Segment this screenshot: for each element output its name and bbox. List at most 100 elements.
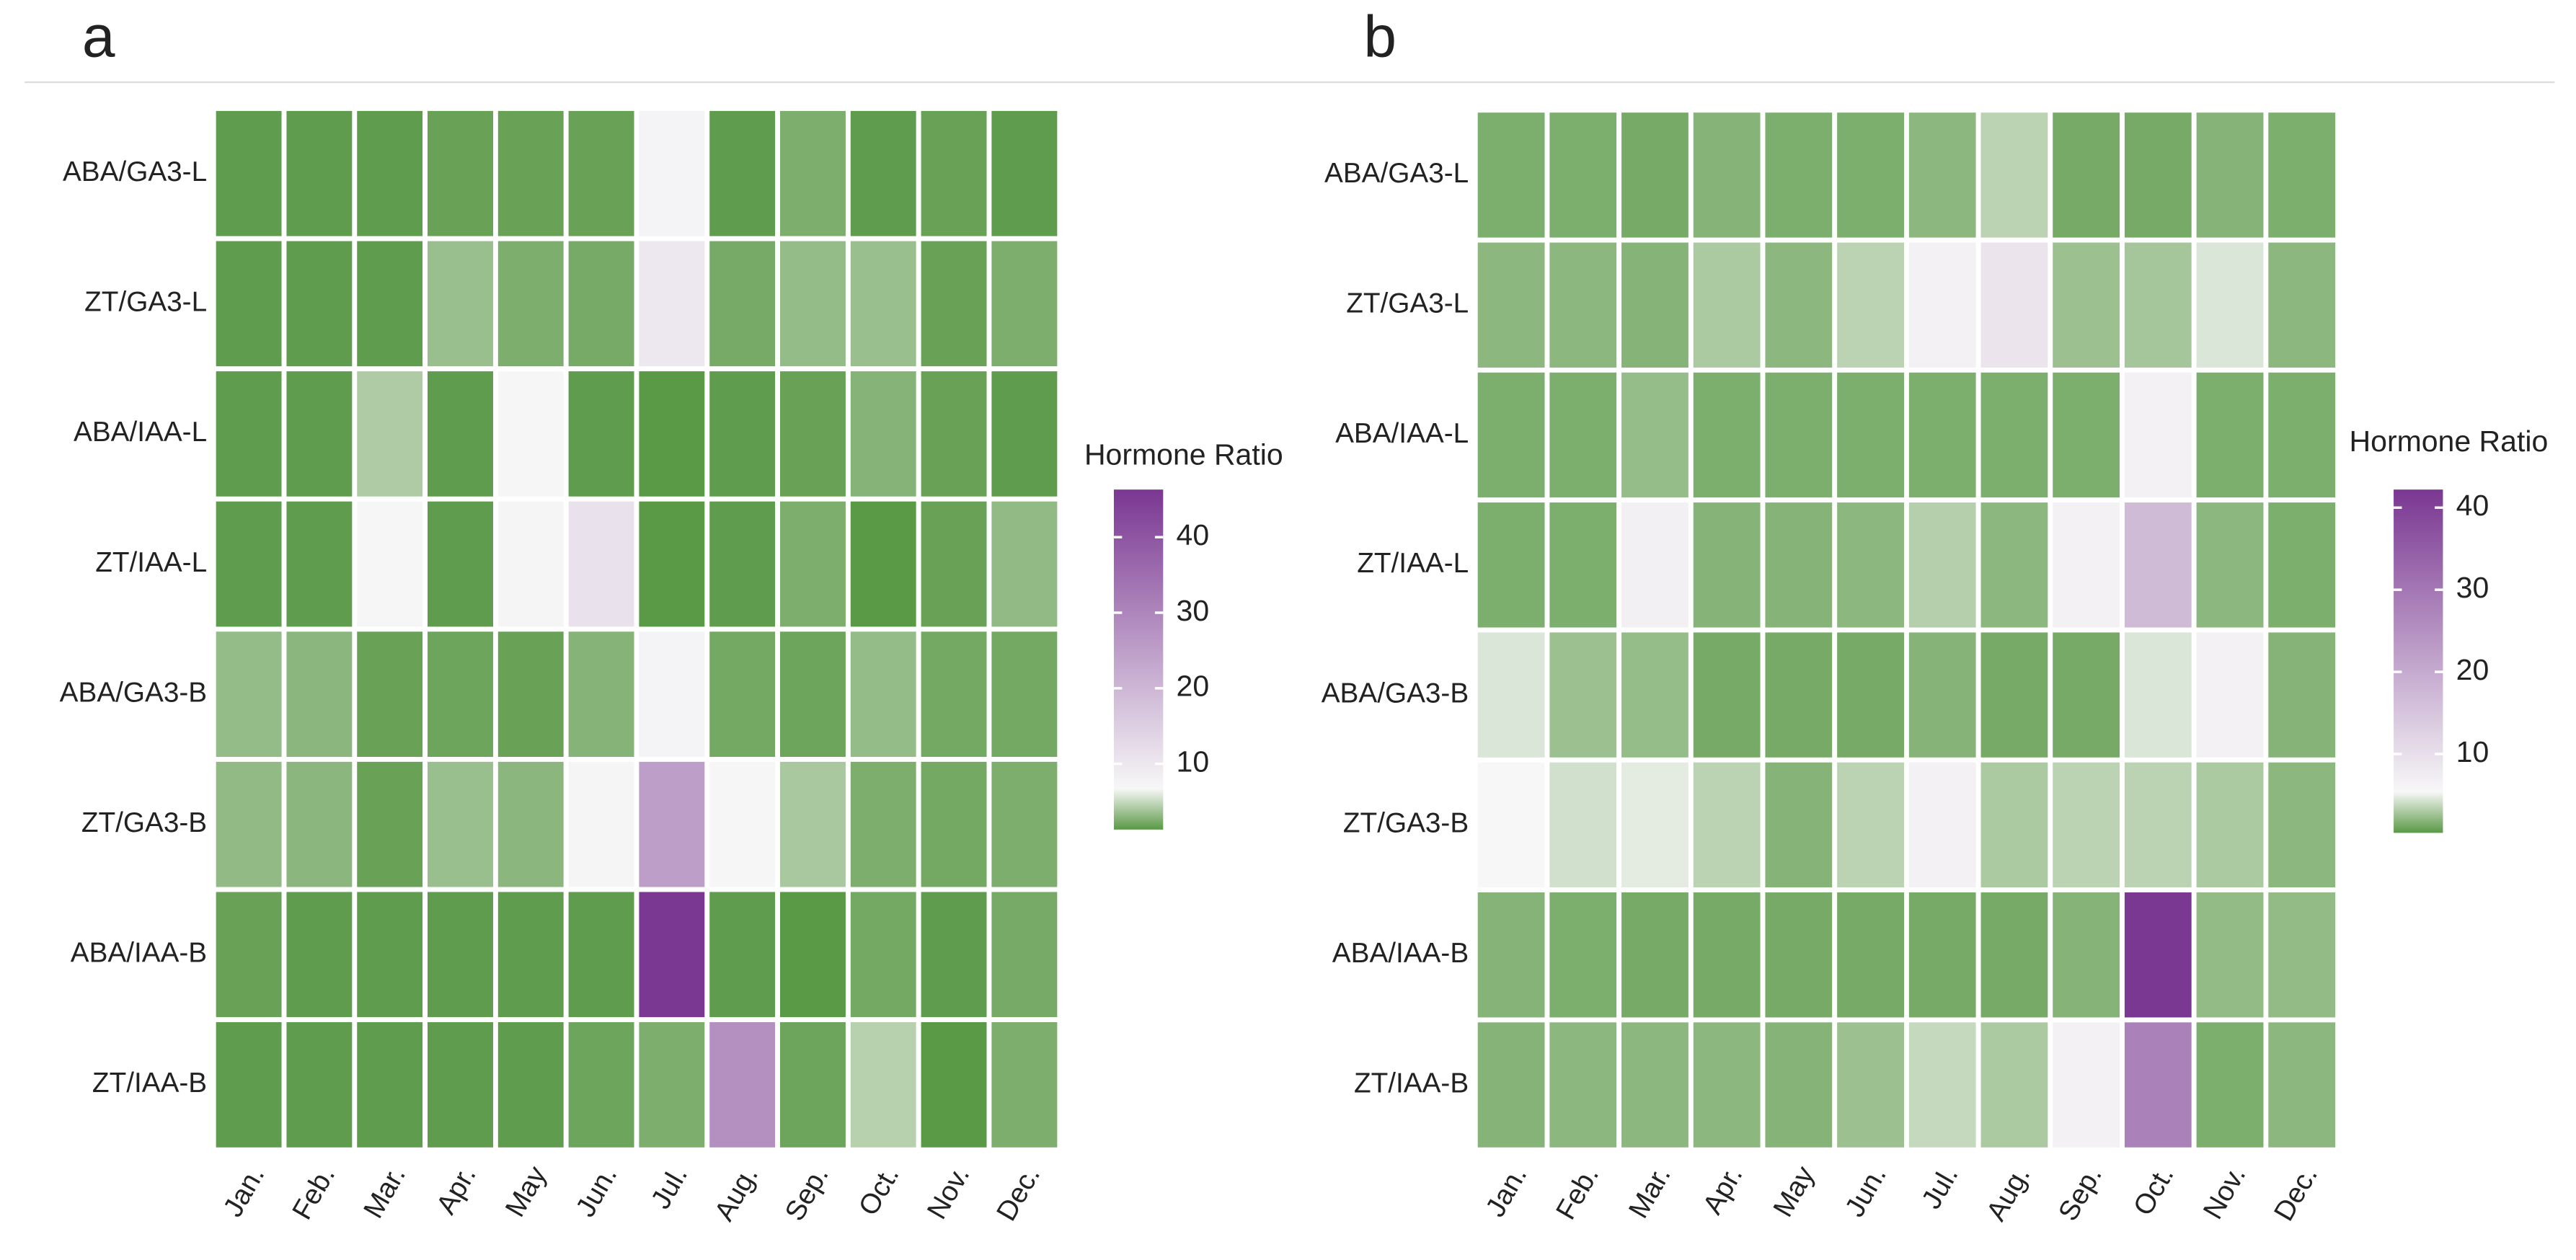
heatmap-cell: [1544, 757, 1622, 893]
heatmap-cell: [492, 887, 569, 1023]
heatmap-cell: [1760, 887, 1838, 1023]
heatmap-cell: [281, 757, 358, 892]
heatmap-cell: [704, 106, 781, 241]
colorbar-tick-label: 20: [2456, 653, 2489, 686]
x-tick-label: Aug.: [709, 1161, 764, 1226]
heatmap-cell: [704, 757, 781, 892]
heatmap-cell: [1472, 367, 1550, 503]
heatmap-cell: [845, 106, 921, 241]
y-tick-label: ZT/GA3-L: [84, 287, 207, 318]
heatmap-cell: [281, 366, 358, 502]
heatmap-cell: [2191, 367, 2269, 503]
heatmap-cell: [634, 366, 710, 502]
heatmap-cell: [845, 236, 921, 372]
heatmap-cell: [281, 496, 358, 632]
heatmap-cell: [1904, 757, 1981, 893]
heatmap-cell: [2120, 757, 2197, 893]
heatmap-cell: [1975, 497, 2053, 633]
colorbar-tick-label: 40: [2456, 489, 2489, 522]
heatmap-cell: [1688, 627, 1766, 763]
heatmap-cell: [563, 496, 639, 632]
heatmap-cell: [1688, 1017, 1766, 1153]
y-tick-label: ABA/IAA-B: [71, 938, 207, 969]
colorbar: [1113, 489, 1164, 830]
heatmap-cell: [281, 106, 358, 241]
heatmap-cell: [2120, 1017, 2197, 1153]
heatmap-cell: [2048, 627, 2125, 763]
heatmap-cell: [986, 1017, 1063, 1153]
heatmap-cell: [211, 236, 287, 372]
colorbar: [2394, 489, 2443, 833]
heatmap-cell: [1904, 887, 1981, 1023]
heatmap-cell: [845, 757, 921, 892]
y-tick-label: ABA/IAA-L: [74, 417, 207, 448]
heatmap-cell: [916, 887, 992, 1023]
heatmap-cell: [634, 887, 710, 1023]
heatmap-cell: [2048, 367, 2125, 503]
heatmap-cell: [2120, 497, 2197, 633]
heatmap-cell: [281, 626, 358, 762]
heatmap-cell: [1472, 887, 1550, 1023]
heatmap-cell: [211, 757, 287, 892]
heatmap-cell: [352, 887, 428, 1023]
heatmap-cell: [1760, 497, 1838, 633]
x-tick-label: Nov.: [921, 1161, 976, 1225]
heatmap-cell: [2120, 367, 2197, 503]
y-tick-label: ZT/GA3-B: [1343, 808, 1469, 839]
heatmap-cell: [1544, 367, 1622, 503]
heatmap-cell: [2191, 887, 2269, 1023]
x-tick-label: Dec.: [2268, 1161, 2324, 1226]
heatmap-cell: [2120, 887, 2197, 1023]
heatmap-cell: [492, 106, 569, 241]
heatmap-cell: [986, 106, 1063, 241]
x-tick-label: Feb.: [286, 1161, 341, 1225]
y-tick-label: ZT/IAA-L: [1357, 548, 1469, 579]
heatmap-cell: [1760, 1017, 1838, 1153]
panel: b ABA/GA3-L ZT/GA3-L ABA/IAA-L ZT/IAA-L ABA/G…: [1322, 4, 2549, 1226]
heatmap-cell: [492, 757, 569, 892]
heatmap-cell: [1975, 107, 2053, 243]
heatmap-cell: [211, 887, 287, 1023]
heatmap-cell: [1616, 757, 1694, 893]
heatmap-cell: [916, 496, 992, 632]
heatmap-cell: [1760, 367, 1838, 503]
x-tick-label: Oct.: [853, 1161, 906, 1221]
heatmap-cell: [916, 236, 992, 372]
heatmap-cell: [775, 757, 851, 892]
heatmap-cell: [2263, 627, 2341, 763]
heatmap-cell: [634, 106, 710, 241]
heatmap-cell: [1975, 757, 2053, 893]
heatmap-cell: [916, 757, 992, 892]
x-tick-label: Jan.: [1480, 1161, 1533, 1223]
heatmap-cell: [775, 626, 851, 762]
heatmap-cell: [986, 887, 1063, 1023]
heatmap-cell: [634, 236, 710, 372]
heatmap-cell: [563, 757, 639, 892]
heatmap-cell: [492, 1017, 569, 1153]
panel: a ABA/GA3-L ZT/GA3-L ABA/IAA-L ZT/IAA-L ABA/G…: [60, 4, 1283, 1226]
heatmap-cell: [2120, 107, 2197, 243]
heatmap-cell: [1760, 627, 1838, 763]
heatmap-cell: [563, 236, 639, 372]
heatmap-cell: [1472, 107, 1550, 243]
heatmap-cell: [916, 1017, 992, 1153]
heatmap-cell: [704, 236, 781, 372]
heatmap-cell: [1616, 367, 1694, 503]
heatmap-cell: [704, 887, 781, 1023]
x-tick-label: Apr.: [1697, 1161, 1749, 1220]
heatmap-cell: [1472, 1017, 1550, 1153]
heatmap-cell: [1616, 107, 1694, 243]
heatmap-cell: [775, 236, 851, 372]
x-tick-label: Dec.: [991, 1161, 1046, 1226]
heatmap-cell: [1544, 497, 1622, 633]
heatmap-cell: [2191, 757, 2269, 893]
heatmap-cell: [1472, 237, 1550, 373]
heatmap-cell: [1544, 1017, 1622, 1153]
x-tick-label: Jun.: [1839, 1161, 1893, 1223]
x-tick-label: Aug.: [1980, 1161, 2036, 1226]
heatmap-cell: [2191, 497, 2269, 633]
heatmap-cell: [2048, 497, 2125, 633]
heatmap-cell: [2048, 107, 2125, 243]
